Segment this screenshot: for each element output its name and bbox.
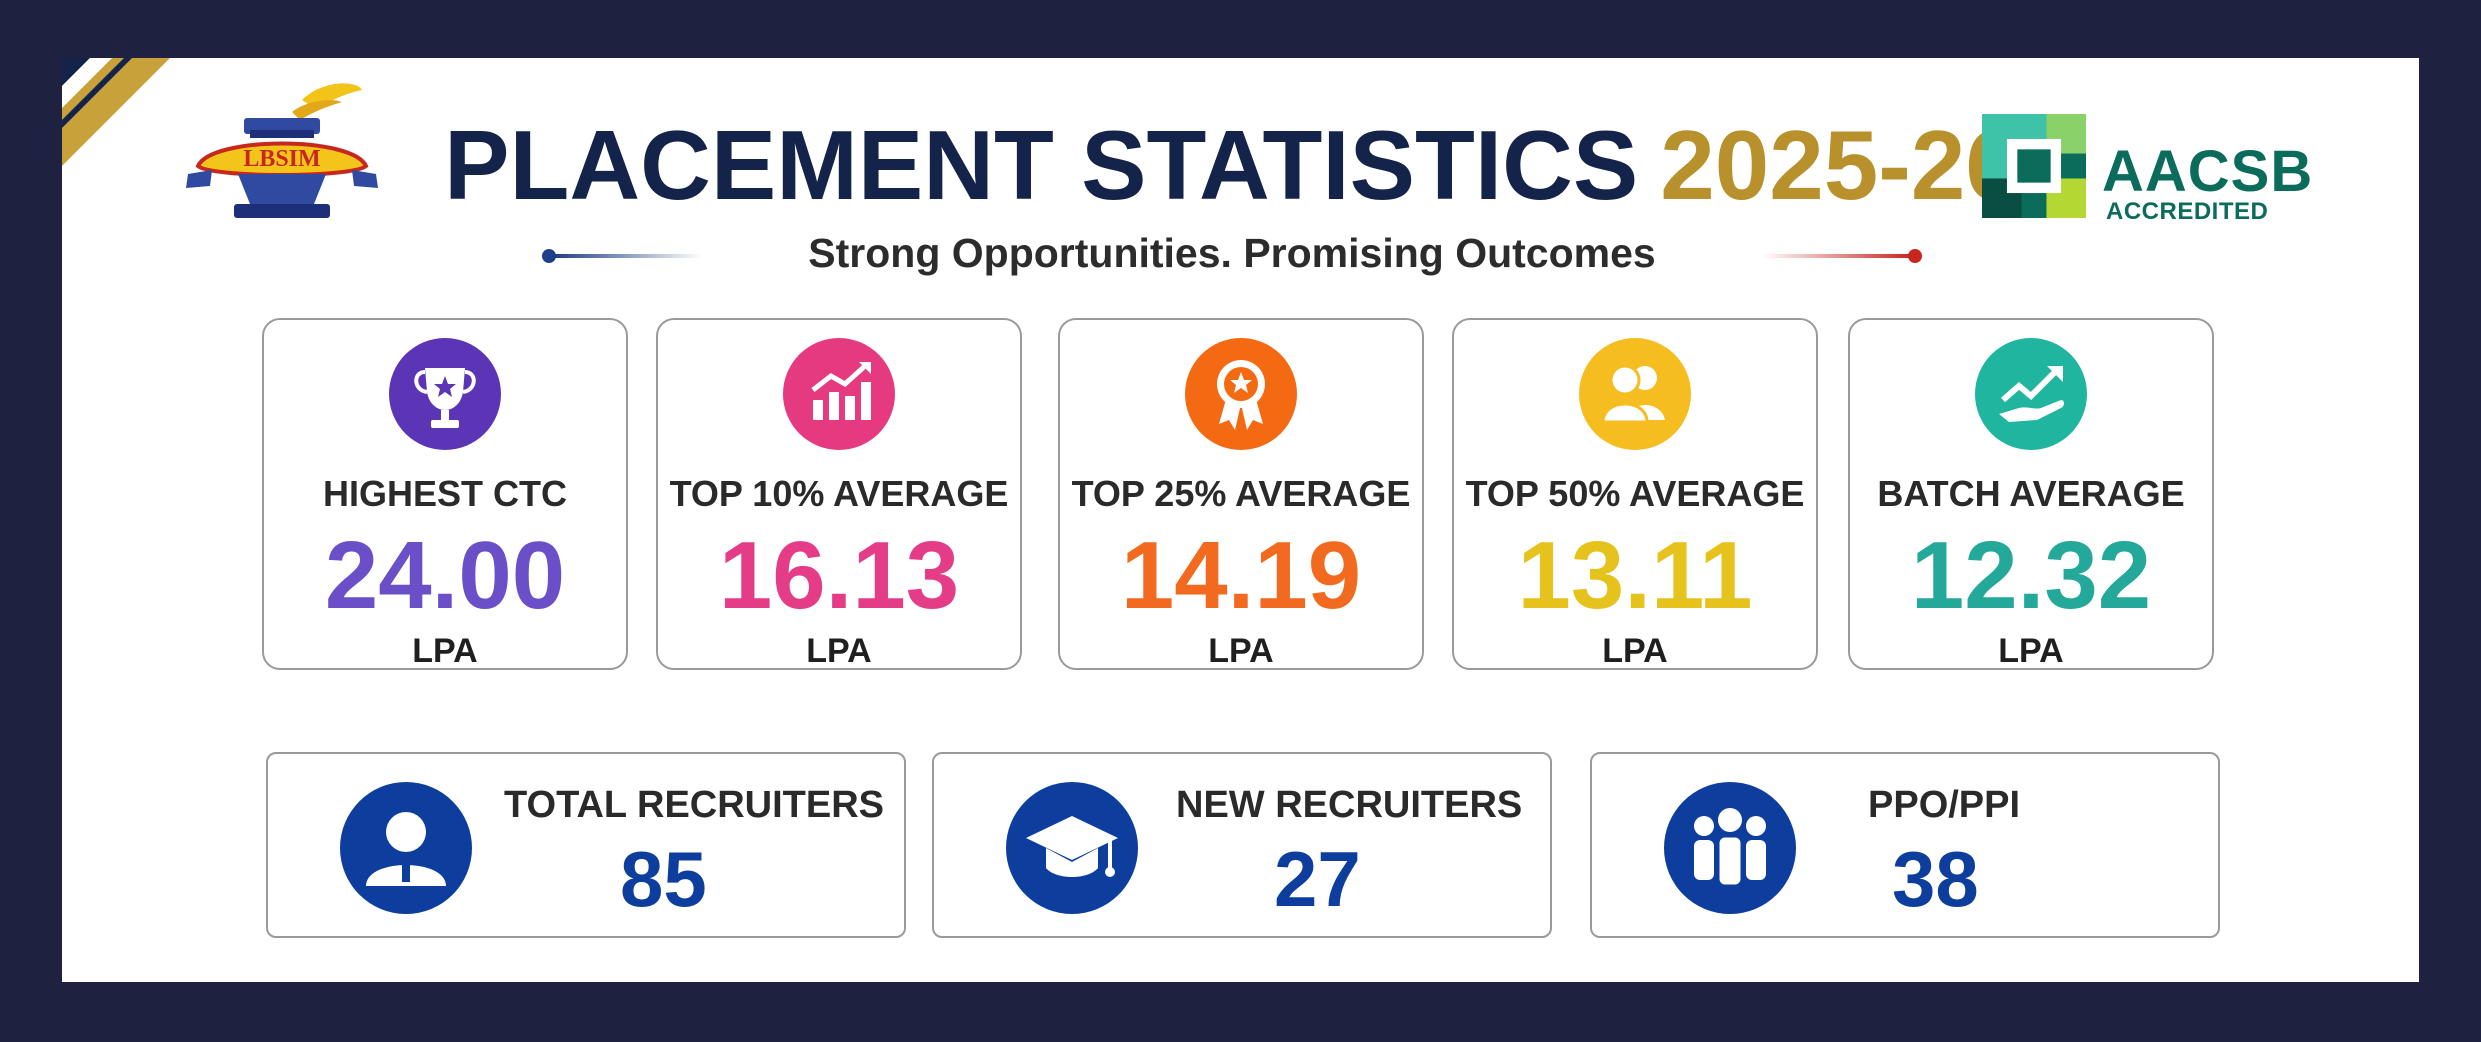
recruiter-label: NEW RECRUITERS <box>1176 784 1523 826</box>
stat-unit: LPA <box>1998 632 2064 670</box>
person-icon <box>340 782 472 914</box>
recruiter-value: 85 <box>620 835 707 923</box>
stat-unit: LPA <box>806 632 872 670</box>
subtitle-row: Strong Opportunities. Promising Outcomes <box>542 226 1922 286</box>
stat-unit: LPA <box>1208 632 1274 670</box>
group-icon <box>1664 782 1796 914</box>
trophy-icon <box>389 338 501 450</box>
users-icon <box>1579 338 1691 450</box>
stat-label: HIGHEST CTC <box>322 473 567 514</box>
infographic-panel: LBSIM PLACEMENT STATISTICS 2025-26 Strong… <box>62 58 2419 982</box>
growth-chart-icon <box>783 338 895 450</box>
recruiter-value: 38 <box>1892 835 1979 923</box>
recruiter-label: PPO/PPI <box>1868 784 2021 826</box>
logo-text: LBSIM <box>243 146 320 172</box>
stat-card-top-10: TOP 10% AVERAGE 16.13 LPA <box>656 318 1022 670</box>
corner-stripes-decoration <box>62 58 170 166</box>
subtitle: Strong Opportunities. Promising Outcomes <box>808 230 1656 276</box>
subtitle-line-right <box>1762 249 1922 263</box>
stat-value: 24.00 <box>324 522 566 629</box>
stat-label: TOP 25% AVERAGE <box>1071 473 1411 514</box>
award-badge-icon <box>1185 338 1297 450</box>
stat-value: 12.32 <box>1910 522 2152 629</box>
stat-label: TOP 10% AVERAGE <box>669 473 1009 514</box>
recruiter-card-new: NEW RECRUITERS 27 <box>932 752 1552 938</box>
accreditation-sub: ACCREDITED <box>2106 198 2269 225</box>
stat-label: TOP 50% AVERAGE <box>1465 473 1805 514</box>
page-title: PLACEMENT STATISTICS 2025-26 <box>442 116 2022 214</box>
title-main: PLACEMENT STATISTICS <box>444 110 1639 220</box>
title-year: 2025-26 <box>1660 110 2020 220</box>
recruiter-value: 27 <box>1274 835 1361 923</box>
recruiter-card-ppo-ppi: PPO/PPI 38 <box>1590 752 2220 938</box>
stat-card-highest-ctc: HIGHEST CTC 24.00 LPA <box>262 318 628 670</box>
stat-label: BATCH AVERAGE <box>1877 473 2185 514</box>
subtitle-line-left <box>542 249 702 263</box>
recruiter-label: TOTAL RECRUITERS <box>504 784 885 826</box>
stat-value: 14.19 <box>1120 522 1362 629</box>
stat-value: 16.13 <box>718 522 960 629</box>
stat-unit: LPA <box>1602 632 1668 670</box>
aacsb-logo-icon <box>1982 114 2086 218</box>
recruiter-card-total: TOTAL RECRUITERS 85 <box>266 752 906 938</box>
accreditation-name: AACSB <box>2102 139 2314 204</box>
stat-card-top-50: TOP 50% AVERAGE 13.11 LPA <box>1452 318 1818 670</box>
stat-value: 13.11 <box>1517 522 1753 629</box>
graduation-cap-icon <box>1006 782 1138 914</box>
trend-hand-icon <box>1975 338 2087 450</box>
stat-unit: LPA <box>412 632 478 670</box>
stat-card-top-25: TOP 25% AVERAGE 14.19 LPA <box>1058 318 1424 670</box>
stat-card-batch-average: BATCH AVERAGE 12.32 LPA <box>1848 318 2214 670</box>
lbsim-logo: LBSIM <box>186 83 378 218</box>
